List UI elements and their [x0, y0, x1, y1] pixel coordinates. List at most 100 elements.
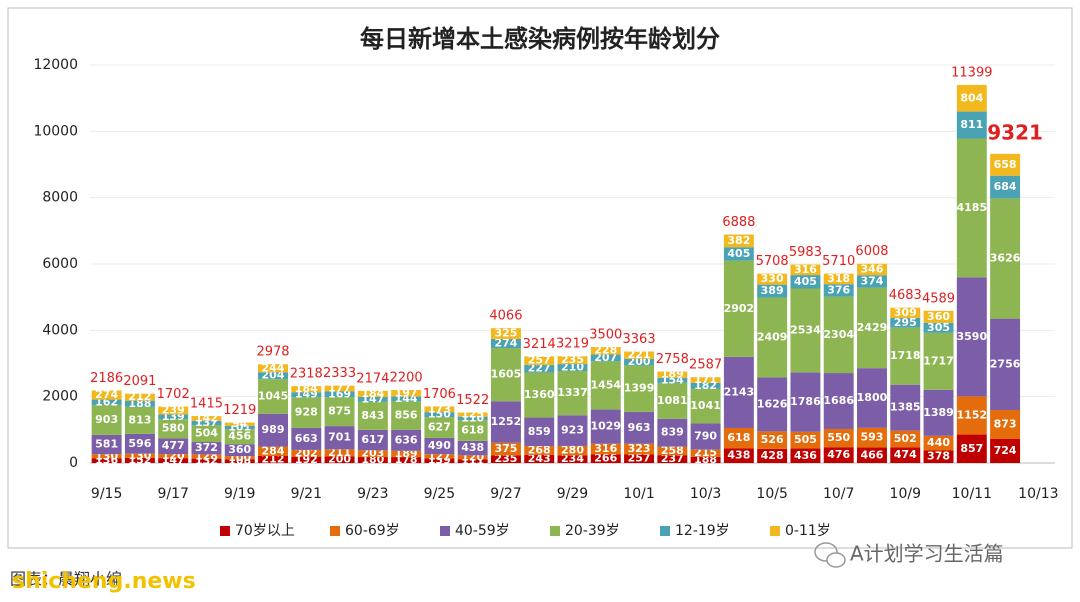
bar-segment: [524, 417, 555, 447]
segment-label: 580: [162, 422, 185, 435]
x-tick-label: 10/13: [1018, 486, 1058, 502]
bar-segment: [690, 449, 721, 457]
bar-segment: [457, 455, 488, 460]
legend-label: 70岁以上: [235, 523, 295, 539]
bar-segment: [324, 397, 355, 427]
total-label: 6008: [855, 244, 888, 259]
bar-segment: [857, 447, 887, 463]
bar-segment: [291, 386, 322, 393]
segment-label: 617: [361, 433, 384, 446]
segment-label: 295: [894, 316, 917, 329]
segment-label: 360: [927, 310, 950, 323]
bar-segment: [191, 458, 222, 463]
segment-label: 856: [395, 409, 418, 422]
bar-segment: [890, 317, 921, 328]
segment-label: 305: [927, 321, 950, 334]
x-tick-label: 9/15: [91, 486, 122, 502]
source: 图表：晨翔小编: [10, 570, 122, 589]
total-label: 4589: [922, 291, 955, 306]
bar-segment: [557, 415, 588, 446]
bar-segment: [590, 361, 621, 410]
bar-segment: [723, 427, 754, 449]
segment-label: 581: [95, 438, 118, 451]
total-label: 2978: [256, 345, 289, 360]
bar-segment: [391, 429, 422, 451]
bar-segment: [990, 410, 1021, 439]
segment-label: 2304: [823, 328, 854, 341]
bar-segment: [790, 448, 821, 463]
legend-label: 40-59岁: [455, 523, 510, 539]
bar-segment: [124, 457, 155, 463]
segment-label: 502: [894, 432, 917, 445]
bar-segment: [224, 444, 255, 457]
bar-segment: [324, 385, 355, 392]
legend-swatch: [660, 526, 670, 536]
bar-segment: [690, 423, 721, 450]
y-tick-label: 8000: [42, 190, 78, 206]
bar-segment: [624, 411, 655, 444]
bar-segment: [990, 175, 1021, 199]
bar-segment: [690, 388, 721, 424]
segment-label: 171: [694, 373, 717, 386]
segment-label: 1605: [491, 368, 522, 381]
bar-segment: [424, 406, 455, 413]
bar-segment: [490, 455, 521, 463]
bar-segment: [624, 358, 655, 366]
bar-segment: [391, 390, 422, 397]
bar-segment: [657, 418, 688, 447]
bar-segment: [857, 368, 887, 428]
bar-segment: [224, 425, 255, 430]
bar-segment: [590, 409, 621, 444]
segment-label: 316: [594, 442, 617, 455]
total-label: 4683: [889, 288, 922, 303]
total-label: 6888: [722, 215, 755, 230]
bar-segment: [757, 377, 788, 432]
bar-segment: [524, 356, 555, 365]
segment-label: 376: [827, 283, 850, 296]
total-label: 3214: [523, 337, 556, 352]
bar-segment: [790, 431, 821, 449]
total-label: 1522: [456, 393, 489, 408]
bar-segment: [857, 427, 887, 448]
y-tick-label: 12000: [33, 57, 78, 73]
bar-segment: [258, 379, 288, 414]
segment-label: 1337: [557, 386, 588, 399]
segment-label: 184: [361, 387, 384, 400]
segment-label: 811: [960, 118, 983, 131]
x-tick-label: 9/29: [557, 486, 588, 502]
bar-segment: [790, 372, 821, 432]
segment-label: 280: [561, 444, 584, 457]
segment-label: 227: [528, 362, 551, 375]
segment-label: 316: [794, 263, 817, 276]
total-label: 2758: [656, 352, 689, 367]
bar-segment: [723, 448, 754, 463]
bar-segment: [158, 458, 189, 463]
total-label: 3363: [623, 332, 656, 347]
segment-label: 2756: [990, 357, 1021, 370]
segment-label: 375: [494, 442, 517, 455]
segment-label: 593: [860, 431, 883, 444]
segment-label: 923: [561, 424, 584, 437]
bar-segment: [757, 297, 788, 378]
bar-segment: [124, 406, 155, 434]
total-label: 2200: [390, 371, 423, 386]
x-tick-label: 10/3: [690, 486, 721, 502]
bar-segment: [590, 443, 621, 455]
bar-segment: [557, 455, 588, 463]
bar-segment: [224, 456, 255, 460]
segment-label: 903: [95, 413, 118, 426]
y-tick-label: 6000: [42, 256, 78, 272]
x-tick-label: 9/27: [490, 486, 521, 502]
segment-label: 142: [195, 411, 218, 424]
total-label: 1219: [223, 403, 256, 418]
segment-label: 790: [694, 430, 717, 443]
y-tick-label: 4000: [42, 322, 78, 338]
segment-label: 243: [528, 452, 551, 465]
segment-label: 235: [494, 452, 517, 465]
bar-segment: [624, 454, 655, 463]
x-tick-label: 10/1: [623, 486, 654, 502]
segment-label: 1360: [524, 388, 555, 401]
bar-segment: [91, 399, 122, 405]
x-tick-label: 9/25: [424, 486, 455, 502]
total-label: 5708: [756, 254, 789, 269]
